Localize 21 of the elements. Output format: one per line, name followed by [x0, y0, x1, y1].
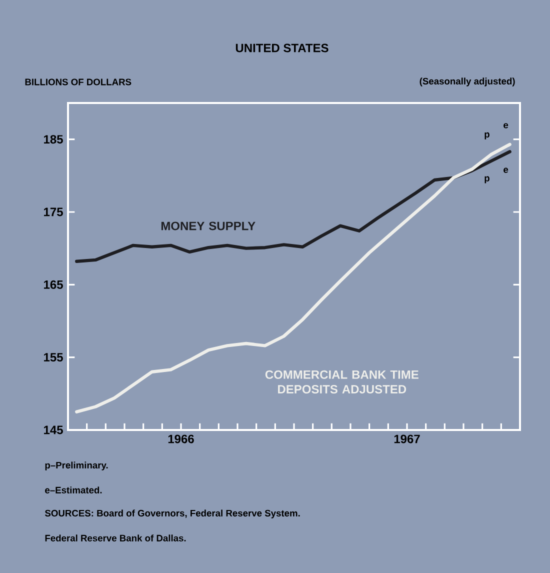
y-tick-label: 165 [44, 280, 63, 289]
y-axis-title: BILLIONS OF DOLLARS [25, 78, 132, 86]
x-tick-label: 1966 [168, 434, 194, 444]
chart-title: UNITED STATES [236, 44, 328, 52]
annotation: p [484, 176, 490, 184]
y-tick-label: 155 [44, 353, 63, 362]
series-label: MONEY SUPPLY [161, 222, 256, 230]
text: Federal Reserve Bank of Dallas. [45, 534, 186, 542]
y-tick-label: 185 [44, 135, 63, 144]
y-tick-label: 145 [44, 426, 63, 434]
chart-subtitle: (Seasonally adjusted) [420, 78, 515, 86]
annotation: e [504, 168, 508, 173]
source-note: SOURCES: Board of Governors, Federal Reserve System. [44, 510, 300, 518]
annotation: p [484, 132, 490, 140]
annotation: e [504, 123, 508, 128]
text: COMMERCIAL BANK TIME DEPOSITS ADJUSTED [265, 370, 418, 394]
line-series [75, 142, 512, 414]
text: p–Preliminary. [45, 462, 108, 470]
text: e–Estimated. [45, 486, 102, 494]
y-tick-label: 175 [44, 208, 63, 216]
x-tick-label: 1967 [394, 434, 420, 444]
